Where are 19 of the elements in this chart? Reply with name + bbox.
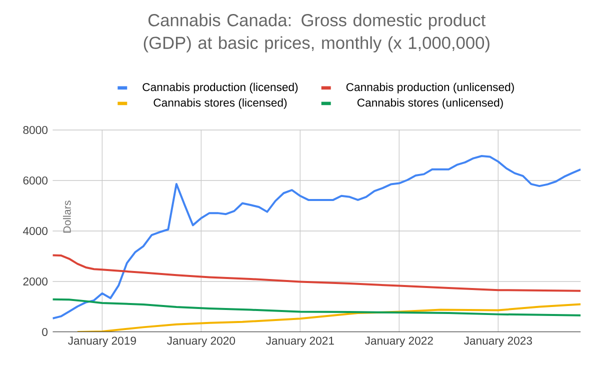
x-tick-label: January 2022 xyxy=(364,336,433,347)
line-series xyxy=(52,254,581,292)
line-series xyxy=(76,303,581,332)
x-tick-label: January 2023 xyxy=(464,336,532,347)
legend-label: Cannabis production (unlicensed) xyxy=(346,82,514,94)
y-tick-label: 8000 xyxy=(23,126,48,134)
legend-label: Cannabis stores (unlicensed) xyxy=(357,98,503,109)
x-tick-label: January 2019 xyxy=(68,336,136,347)
y-tick-label: 0 xyxy=(42,328,48,336)
legend-label: Cannabis production (licensed) xyxy=(142,82,298,94)
x-tick-label: January 2020 xyxy=(167,336,236,347)
x-tick-label: January 2021 xyxy=(266,336,334,347)
y-tick-label: 6000 xyxy=(23,176,48,185)
y-tick-label: 2000 xyxy=(23,277,48,286)
y-axis-title: Dollars xyxy=(63,200,71,233)
line-series xyxy=(52,298,581,316)
y-tick-label: 4000 xyxy=(23,226,48,236)
chart-title: Cannabis Canada: Gross domestic product (GDP) at basic prices, monthly (x 1,000,000) xyxy=(144,14,490,52)
legend-label: Cannabis stores (licensed) xyxy=(154,98,287,109)
